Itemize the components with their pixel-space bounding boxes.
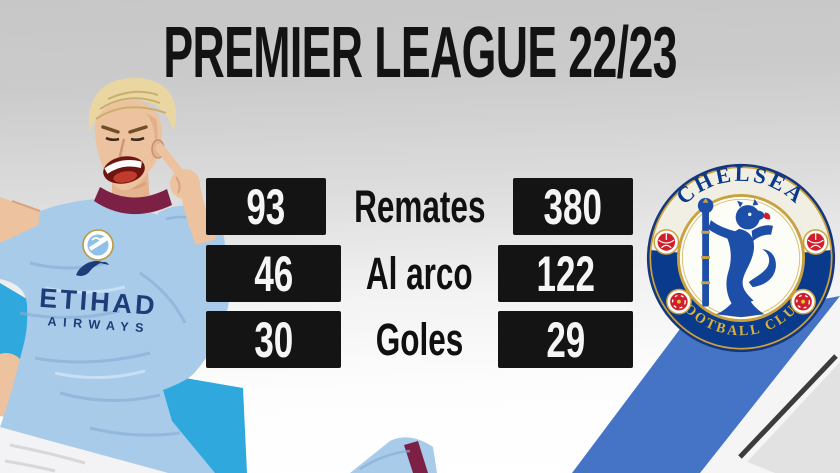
stat-label-goles-text: Goles (375, 313, 464, 365)
chelsea-crest: CHELSEA FOOTBALL CLUB (646, 161, 836, 353)
stat-right-remates-value: 380 (543, 178, 603, 235)
corner-gray (747, 362, 840, 473)
player-head (88, 77, 177, 191)
puma-logo (76, 261, 109, 276)
stat-label-alarco-text: Al arco (366, 247, 473, 299)
stat-label-remates-text: Remates (353, 180, 486, 232)
stat-row-remates: 93 Remates 380 (206, 178, 633, 235)
stat-left-remates-value: 93 (246, 178, 286, 235)
player-hair (88, 77, 177, 133)
stat-left-goles-value: 30 (254, 311, 293, 368)
stat-label-alarco: Al arco (341, 245, 498, 302)
stat-right-remates: 380 (513, 178, 633, 235)
page-title: PREMIER LEAGUE 22/23 (0, 13, 840, 93)
stat-right-alarco-value: 122 (536, 245, 595, 302)
player-jersey: ETIHAD AIRWAYS (0, 199, 229, 473)
crest-lion (697, 197, 776, 318)
accent-line (738, 354, 838, 459)
crest-rose-right (790, 288, 816, 315)
shirt-sponsor: ETIHAD AIRWAYS (38, 283, 158, 336)
mancity-badge (82, 229, 114, 261)
stat-right-alarco: 122 (498, 245, 633, 302)
player-shorts (0, 425, 168, 473)
stat-right-goles-value: 29 (546, 311, 585, 368)
stat-left-remates: 93 (206, 178, 326, 235)
stat-left-alarco: 46 (206, 245, 341, 302)
jersey-collar (94, 187, 172, 215)
player-mouth (103, 156, 145, 184)
stat-left-goles: 30 (206, 311, 341, 368)
stat-row-alarco: 46 Al arco 122 (206, 245, 633, 302)
stat-left-alarco-value: 46 (254, 245, 293, 302)
stat-label-goles: Goles (341, 311, 498, 368)
player-photo-haaland: ETIHAD AIRWAYS (0, 77, 437, 473)
page-title-text: PREMIER LEAGUE 22/23 (163, 13, 677, 93)
stat-right-goles: 29 (498, 311, 633, 368)
stat-label-remates: Remates (326, 178, 514, 235)
pointing-finger (155, 143, 184, 177)
player-eyebrows (101, 125, 148, 134)
crest-football-right (802, 229, 829, 255)
jersey-corner (350, 437, 437, 473)
stat-row-goles: 30 Goles 29 (206, 311, 633, 368)
crest-football-left (653, 229, 680, 255)
crest-rose-left (666, 288, 692, 315)
player-eyes (105, 136, 145, 142)
